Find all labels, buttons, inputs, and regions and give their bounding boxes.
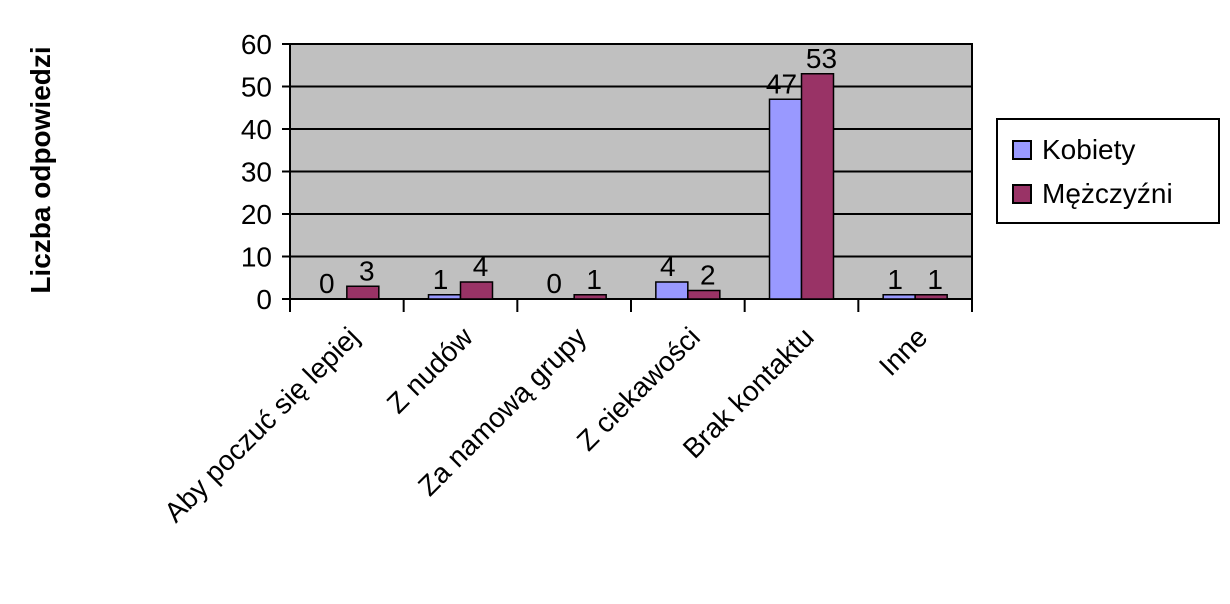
- bar-kobiety: [882, 294, 916, 300]
- data-label: 4: [473, 251, 489, 282]
- data-label: 0: [546, 268, 562, 299]
- data-label: 1: [433, 264, 449, 295]
- legend-item-mezczyzni: Mężczyźni: [1012, 176, 1173, 212]
- legend-label-mezczyzni: Mężczyźni: [1042, 178, 1173, 209]
- bar-mezczyzni: [687, 289, 721, 300]
- y-axis-label: Liczba odpowiedzi: [25, 46, 56, 293]
- bar-kobiety: [768, 98, 803, 300]
- bar-mezczyzni: [800, 73, 835, 300]
- legend-label-kobiety: Kobiety: [1042, 134, 1136, 165]
- x-tick-label: Aby poczuć się lepiej: [158, 321, 365, 528]
- data-label: 1: [586, 264, 602, 295]
- legend: Kobiety Mężczyźni: [996, 118, 1220, 224]
- data-label: 47: [766, 68, 797, 99]
- data-label: 4: [660, 251, 676, 282]
- bar-mezczyzni: [459, 281, 494, 300]
- bar-kobiety: [655, 281, 689, 300]
- x-tick-label: Inne: [873, 321, 933, 381]
- x-tick-label: Z nudów: [381, 321, 479, 419]
- data-label: 0: [319, 268, 335, 299]
- bar-mezczyzni: [573, 294, 607, 300]
- data-label: 2: [700, 260, 716, 291]
- y-tick-label: 20: [241, 199, 272, 230]
- data-label: 53: [806, 43, 837, 74]
- y-tick-label: 50: [241, 72, 272, 103]
- data-label: 3: [359, 255, 375, 286]
- data-label: 1: [887, 264, 903, 295]
- bar-kobiety: [427, 294, 462, 300]
- bar-mezczyzni: [346, 285, 380, 300]
- legend-swatch-mezczyzni: [1012, 184, 1032, 204]
- y-tick-label: 40: [241, 114, 272, 145]
- legend-item-kobiety: Kobiety: [1012, 132, 1135, 168]
- y-tick-label: 60: [241, 29, 272, 60]
- y-tick-label: 0: [256, 284, 272, 315]
- y-tick-label: 10: [241, 242, 272, 273]
- legend-swatch-kobiety: [1012, 140, 1032, 160]
- bar-mezczyzni: [914, 294, 948, 300]
- y-tick-label: 30: [241, 157, 272, 188]
- data-label: 1: [927, 264, 943, 295]
